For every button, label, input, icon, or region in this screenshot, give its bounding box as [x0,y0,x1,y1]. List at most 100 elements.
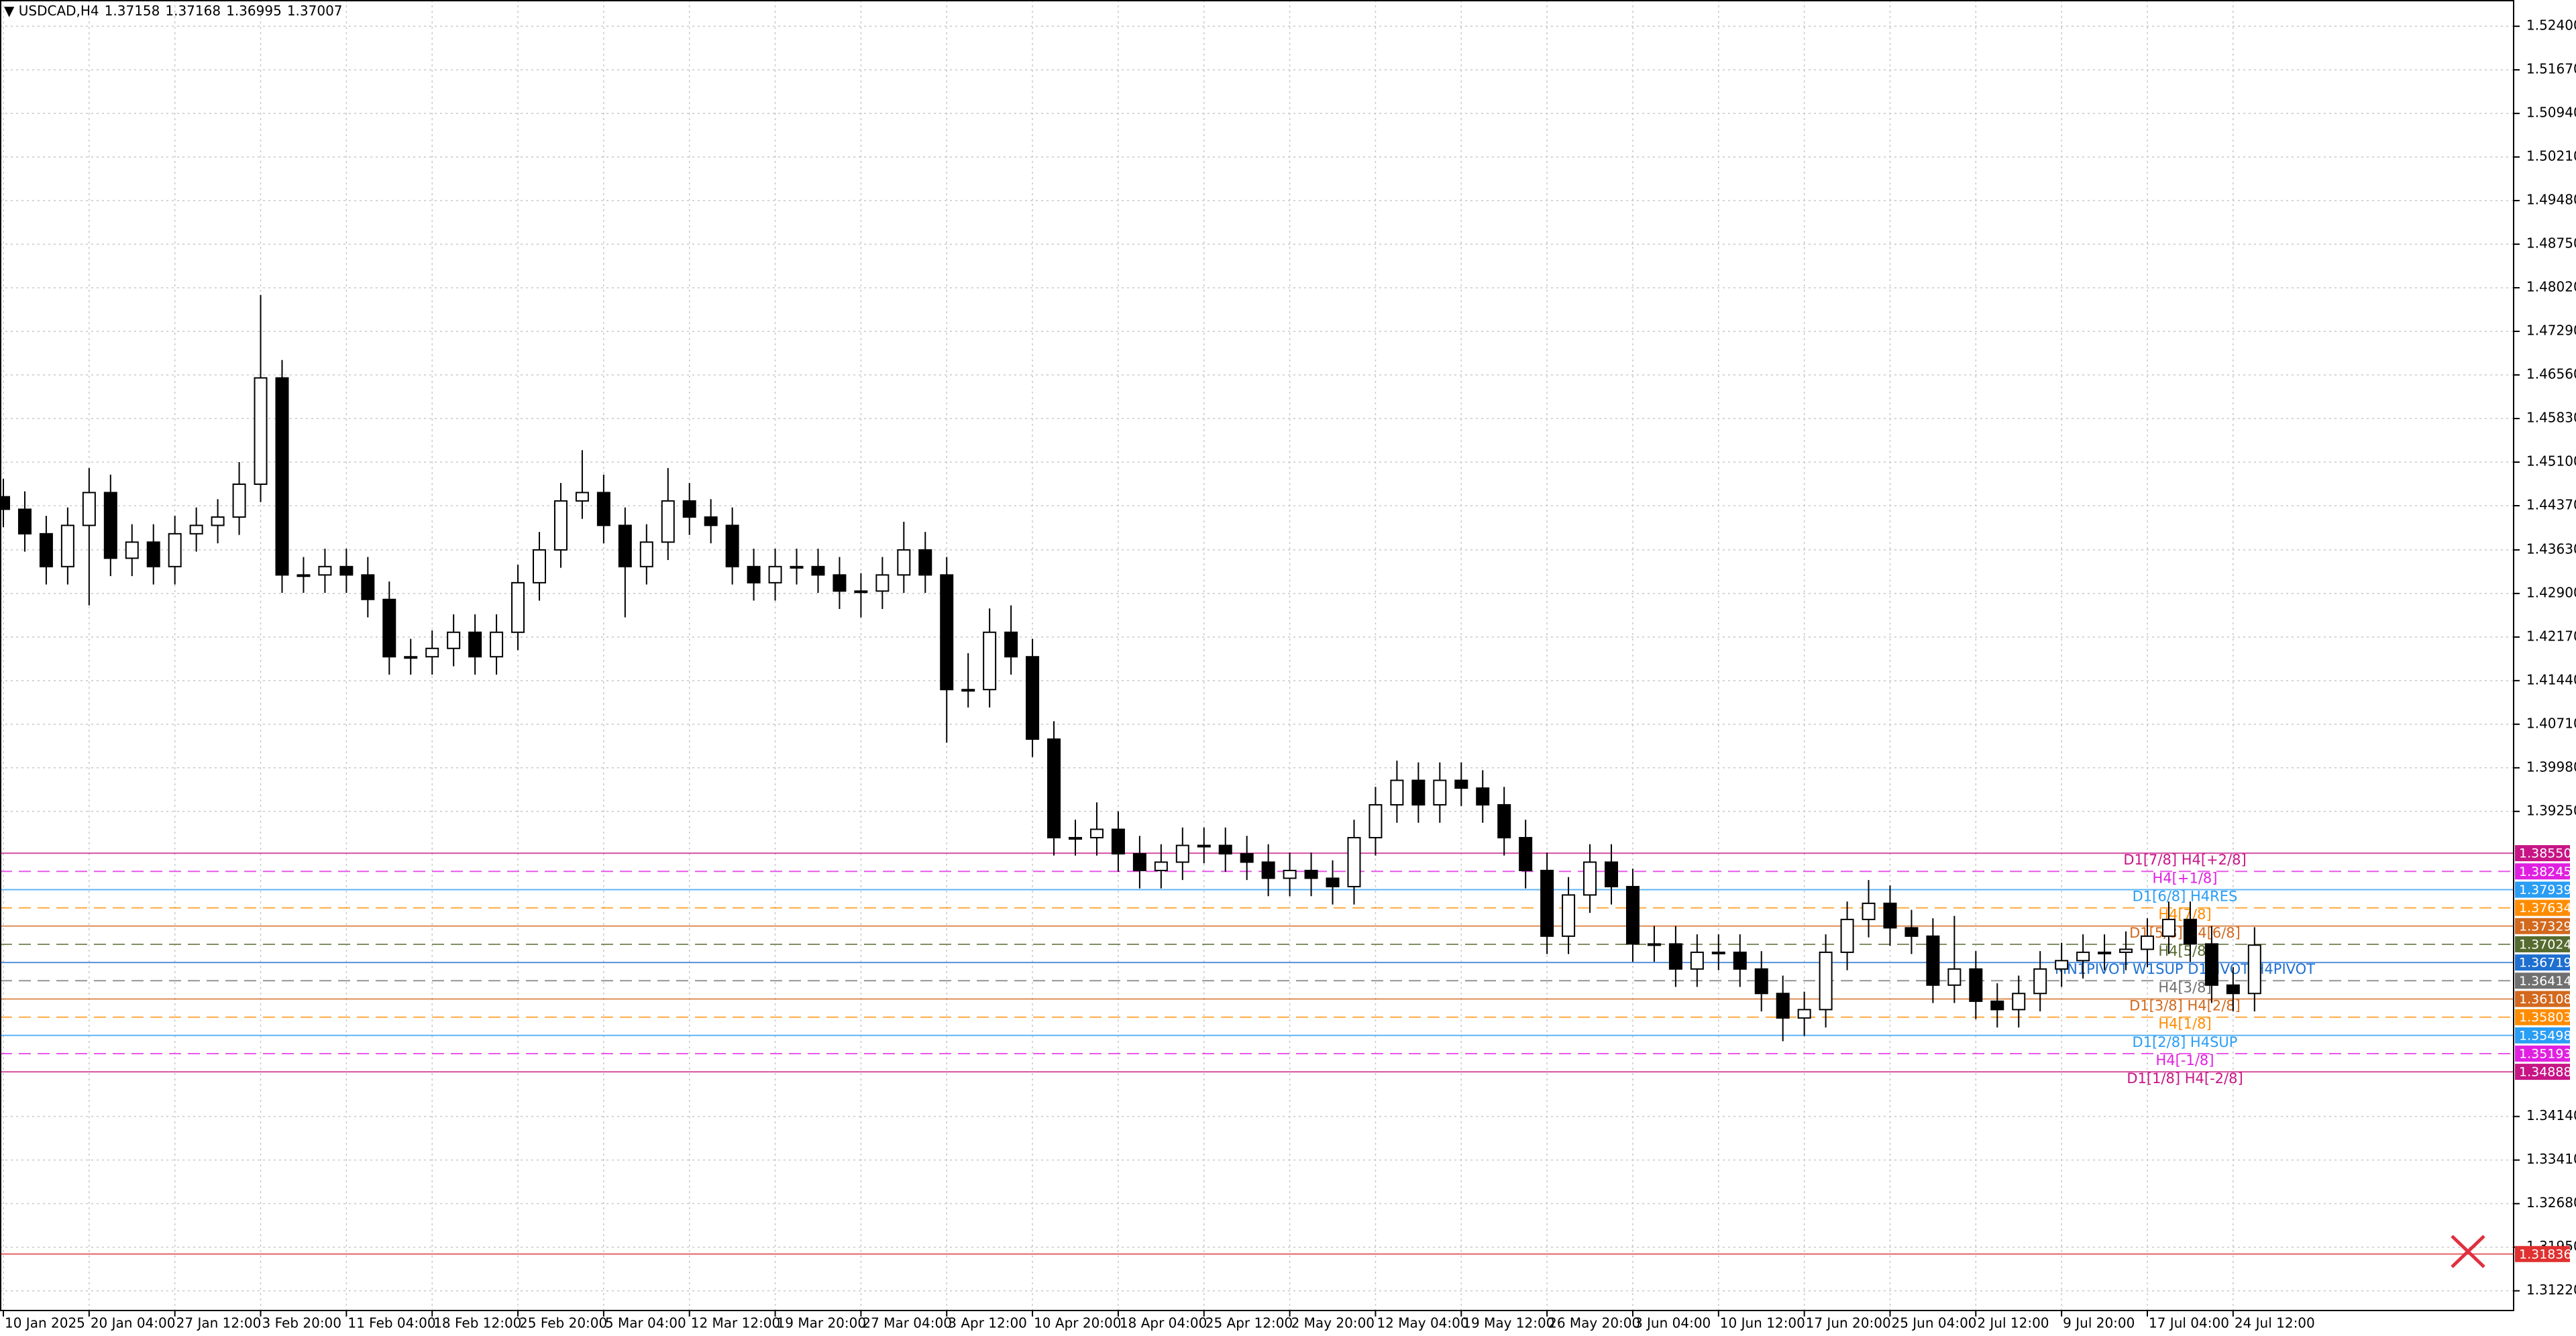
candle-body [511,581,525,633]
candle-body [1154,861,1168,871]
price-tag-label: 1.36414 [2519,974,2572,989]
candle-body [39,533,53,567]
candle-body [1304,869,1318,879]
candle-body [1026,656,1040,740]
candle-body [1111,828,1125,854]
x-tick-label: 12 Mar 12:00 [691,1315,781,1331]
y-tick-label: 1.45100 [2526,453,2576,469]
candle-body [1647,943,1661,946]
level-label: D1[6/8] H4RES [2133,888,2238,904]
candle-body [275,377,289,576]
price-tag [2515,936,2570,952]
x-tick-label: 2 Jul 12:00 [1977,1315,2049,1331]
candle-body [1904,927,1919,937]
x-tick-label: 24 Jul 12:00 [2235,1315,2315,1331]
candle-body [1454,779,1468,789]
y-tick-label: 1.50940 [2526,105,2576,121]
price-tag [2515,1245,2570,1262]
x-tick-label: 18 Apr 04:00 [1120,1315,1207,1331]
candle-body [2119,948,2133,953]
candle-body [2098,951,2112,954]
candle-body [447,631,461,649]
candle-body [318,565,332,576]
candle-body [1605,861,1618,887]
candle-body [1175,844,1189,863]
x-tick-label: 25 Apr 12:00 [1205,1315,1293,1331]
candle-body [1562,894,1576,937]
levels: D1[7/8] H4[+2/8] H4[+1/8] D1[6/8] H4RES H4[… [0,852,2514,1255]
quote-open: 1.37158 [104,3,160,19]
candle-body [811,565,825,576]
close-x [2451,1235,2485,1268]
quote-close: 1.37007 [286,3,343,19]
candle-body [639,541,653,567]
x-tick-label: 2 May 20:00 [1291,1315,1375,1331]
candle-body [168,533,182,567]
x-tick-label: 26 May 20:00 [1548,1315,1640,1331]
y-tick-label: 1.33410 [2526,1151,2576,1167]
candle-body [425,647,439,658]
y-tick-label: 1.50210 [2526,148,2576,164]
price-tags: 1.38550 1.38245 1.37939 1.37634 1.37329 1.370… [2515,845,2572,1262]
candle-body [533,549,546,583]
level-label: MN1PIVOT W1SUP D1PIVOT H4PIVOT [2055,961,2315,977]
price-tag-label: 1.31836 [2519,1247,2572,1262]
plot-frame [0,0,2514,1311]
candle-body [1326,877,1340,887]
candle-body [125,541,139,559]
candle-body [2055,960,2069,970]
candle-body [60,524,74,567]
price-tag-label: 1.35803 [2519,1010,2572,1025]
price-tag-label: 1.36108 [2519,992,2572,1007]
y-tick-label: 1.42900 [2526,584,2576,600]
x-tick-label: 10 Jan 2025 [5,1315,85,1331]
candle-body [1411,779,1426,805]
candle-body [983,631,997,691]
candle-body [2247,944,2261,995]
candle-body [1690,951,1704,970]
x-tick-label: 25 Jun 04:00 [1891,1315,1976,1331]
candle-body [875,574,890,592]
price-tag [2515,991,2570,1007]
candle-body [897,549,911,576]
candle-body [2033,968,2047,995]
candle-body [918,549,932,576]
candle-body [0,496,10,510]
candle-body [404,656,418,659]
y-tick-label: 1.46560 [2526,366,2576,382]
y-tick-label: 1.52400 [2526,17,2576,34]
candle-body [854,590,868,594]
candle-body [725,524,739,567]
candle-body [2226,984,2240,995]
candle-body [2012,993,2026,1011]
level-label: D1[3/8] H4[2/8] [2129,997,2241,1013]
price-tag-label: 1.37939 [2519,883,2572,897]
x-tick-label: 17 Jun 20:00 [1806,1315,1891,1331]
candle-body [1668,943,1682,970]
candle-body [232,483,246,518]
x-tick-label: 25 Feb 20:00 [519,1315,607,1331]
y-tick-label: 1.51670 [2526,61,2576,77]
candle-body [1819,951,1833,1011]
price-tag [2515,845,2570,862]
price-tag [2515,917,2570,934]
candle-body [468,631,482,658]
candle-body [1883,902,1897,929]
x-tick-label: 3 Jun 04:00 [1634,1315,1711,1331]
candle-body [790,565,804,569]
y-tick-label: 1.48750 [2526,235,2576,252]
candle-body [1089,828,1104,838]
candle-body [1947,968,1962,986]
x-tick-label: 5 Mar 04:00 [605,1315,686,1331]
y-tick-label: 1.39980 [2526,759,2576,775]
quote-low: 1.36995 [226,3,282,19]
y-tick-label: 1.39250 [2526,802,2576,818]
symbol: USDCAD,H4 [18,3,99,19]
y-tick-label: 1.47290 [2526,323,2576,339]
candle-body [704,516,718,526]
y-tick-label: 1.34140 [2526,1107,2576,1123]
candle-body [254,377,268,485]
candle-body [682,500,696,518]
